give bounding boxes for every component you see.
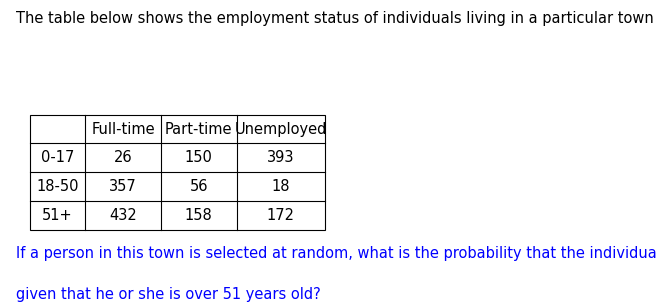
Text: 393: 393 xyxy=(267,150,294,165)
Text: Part-time: Part-time xyxy=(165,122,233,137)
Text: 26: 26 xyxy=(114,150,133,165)
Text: 56: 56 xyxy=(189,179,208,194)
Text: Full-time: Full-time xyxy=(91,122,155,137)
Text: 432: 432 xyxy=(109,208,137,223)
Text: given that he or she is over 51 years old?: given that he or she is over 51 years ol… xyxy=(16,287,321,302)
Text: 51+: 51+ xyxy=(42,208,73,223)
Text: 150: 150 xyxy=(185,150,213,165)
Text: 172: 172 xyxy=(267,208,295,223)
Text: 18: 18 xyxy=(271,179,290,194)
Text: 158: 158 xyxy=(185,208,213,223)
Text: 357: 357 xyxy=(109,179,137,194)
Text: 18-50: 18-50 xyxy=(36,179,79,194)
Bar xyxy=(30,115,325,230)
Text: Unemployed: Unemployed xyxy=(235,122,327,137)
Text: If a person in this town is selected at random, what is the probability that the: If a person in this town is selected at … xyxy=(16,246,657,261)
Text: The table below shows the employment status of individuals living in a particula: The table below shows the employment sta… xyxy=(16,11,657,26)
Text: 0-17: 0-17 xyxy=(41,150,74,165)
